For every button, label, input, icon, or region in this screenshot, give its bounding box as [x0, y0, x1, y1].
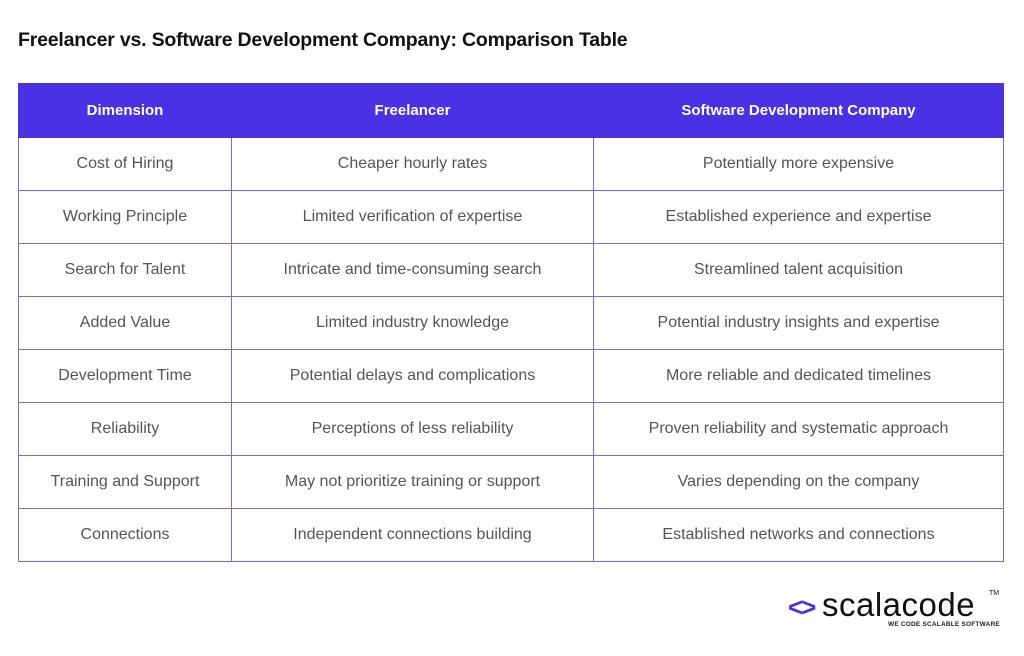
- cell-freelancer: Potential delays and complications: [231, 349, 594, 403]
- cell-company: Established experience and expertise: [593, 190, 1004, 244]
- cell-company: Established networks and connections: [593, 508, 1004, 562]
- cell-freelancer: Perceptions of less reliability: [231, 402, 594, 456]
- table-row: Development Time Potential delays and co…: [18, 349, 1004, 403]
- cell-company: Streamlined talent acquisition: [593, 243, 1004, 297]
- header-company: Software Development Company: [593, 83, 1004, 138]
- header-freelancer: Freelancer: [231, 83, 594, 138]
- cell-dimension: Working Principle: [18, 190, 232, 244]
- cell-company: More reliable and dedicated timelines: [593, 349, 1004, 403]
- table-row: Cost of Hiring Cheaper hourly rates Pote…: [18, 137, 1004, 191]
- trademark-symbol: TM: [989, 590, 1000, 597]
- cell-dimension: Search for Talent: [18, 243, 232, 297]
- cell-freelancer: Limited verification of expertise: [231, 190, 594, 244]
- cell-freelancer: Intricate and time-consuming search: [231, 243, 594, 297]
- cell-freelancer: Cheaper hourly rates: [231, 137, 594, 191]
- logo-wordmark: scalacode: [822, 586, 976, 623]
- table-row: Connections Independent connections buil…: [18, 508, 1004, 562]
- page-title: Freelancer vs. Software Development Comp…: [18, 29, 628, 51]
- cell-dimension: Connections: [18, 508, 232, 562]
- table-row: Reliability Perceptions of less reliabil…: [18, 402, 1004, 456]
- cell-dimension: Added Value: [18, 296, 232, 350]
- scalacode-logo: <> scalacode TM WE CODE SCALABLE SOFTWAR…: [788, 586, 1003, 632]
- cell-dimension: Reliability: [18, 402, 232, 456]
- cell-company: Proven reliability and systematic approa…: [593, 402, 1004, 456]
- table-row: Working Principle Limited verification o…: [18, 190, 1004, 244]
- cell-dimension: Development Time: [18, 349, 232, 403]
- table-row: Training and Support May not prioritize …: [18, 455, 1004, 509]
- logo-tagline: WE CODE SCALABLE SOFTWARE: [888, 621, 1000, 628]
- table-row: Added Value Limited industry knowledge P…: [18, 296, 1004, 350]
- cell-freelancer: Limited industry knowledge: [231, 296, 594, 350]
- cell-freelancer: May not prioritize training or support: [231, 455, 594, 509]
- cell-company: Potential industry insights and expertis…: [593, 296, 1004, 350]
- cell-freelancer: Independent connections building: [231, 508, 594, 562]
- table-row: Search for Talent Intricate and time-con…: [18, 243, 1004, 297]
- cell-company: Varies depending on the company: [593, 455, 1004, 509]
- table-header-row: Dimension Freelancer Software Developmen…: [18, 83, 1004, 138]
- cell-company: Potentially more expensive: [593, 137, 1004, 191]
- comparison-table: Dimension Freelancer Software Developmen…: [18, 83, 1004, 562]
- cell-dimension: Training and Support: [18, 455, 232, 509]
- code-brackets-icon: <>: [788, 592, 816, 622]
- cell-dimension: Cost of Hiring: [18, 137, 232, 191]
- header-dimension: Dimension: [18, 83, 232, 138]
